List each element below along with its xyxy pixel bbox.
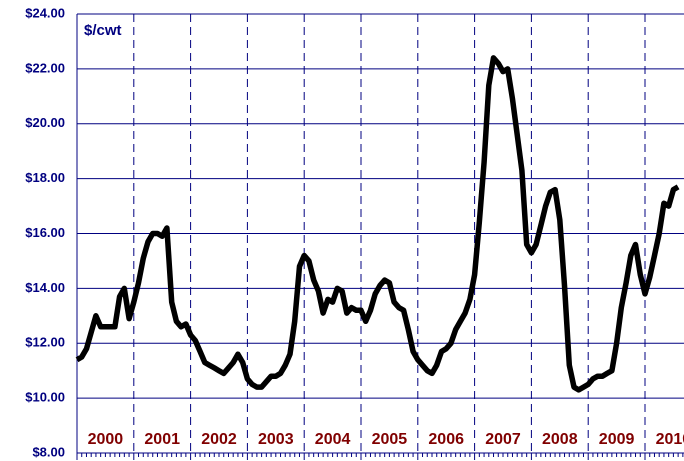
year-label-bg <box>310 429 355 449</box>
y-label-box <box>80 19 132 43</box>
year-label-bg <box>367 429 412 449</box>
y-tick-label: $12.00 <box>25 335 65 350</box>
year-label-bg <box>139 429 185 449</box>
y-tick-label: $24.00 <box>25 5 65 20</box>
x-tick-label: 2003 <box>258 431 294 448</box>
year-label-bg <box>651 429 684 449</box>
x-tick-label: 2005 <box>372 431 408 448</box>
x-tick-label: 2006 <box>428 431 464 448</box>
x-tick-label: 2007 <box>485 431 521 448</box>
year-label-bg <box>253 429 299 449</box>
x-tick-label: 2002 <box>201 431 237 448</box>
y-tick-label: $18.00 <box>25 170 65 185</box>
y-tick-label: $16.00 <box>25 225 65 240</box>
grid: $8.00 $10.00 $12.00 $14.00 $16.00 $18.00 $20.0… <box>25 5 684 460</box>
x-tick-label: 2004 <box>315 431 351 448</box>
year-label-bg <box>423 429 469 449</box>
line-series <box>75 55 680 393</box>
year-label-bg <box>480 429 526 449</box>
y-tick-label: $10.00 <box>25 390 65 405</box>
year-label-bg <box>83 429 128 449</box>
y-tick-label: $20.00 <box>25 115 65 130</box>
x-tick-label: 2010 <box>656 431 684 448</box>
x-tick-label: 2001 <box>144 431 180 448</box>
year-label-bg <box>594 429 639 449</box>
y-tick-label: $14.00 <box>25 280 65 295</box>
y-tick-label: $22.00 <box>25 60 65 75</box>
x-tick-label: 2008 <box>542 431 578 448</box>
x-tick-label: 2009 <box>599 431 635 448</box>
year-label-bg <box>196 429 242 449</box>
x-tick-label: 2000 <box>88 431 124 448</box>
y-tick-label: $8.00 <box>32 444 65 459</box>
y-axis-label: $/cwt <box>84 22 122 39</box>
year-label-bg <box>537 429 583 449</box>
